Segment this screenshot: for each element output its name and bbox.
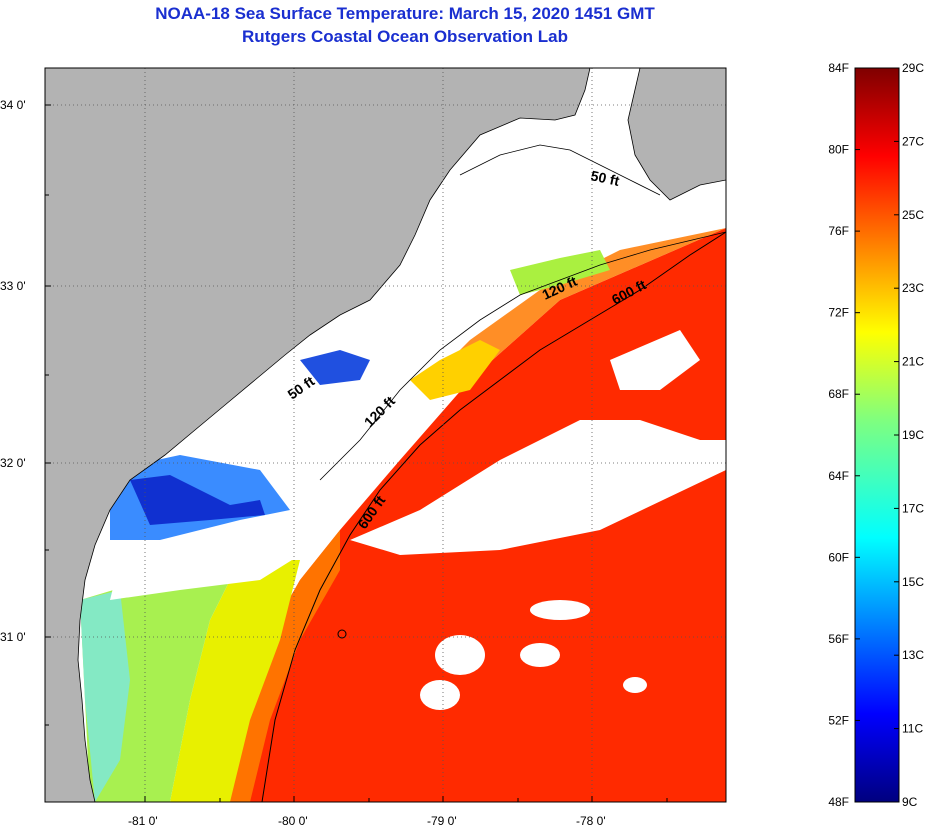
axis-ticks [45,104,668,802]
colorbar-f-label: 80F [828,143,849,157]
colorbar-f-label: 56F [828,632,849,646]
lat-tick-label: 32 0' [0,456,26,470]
map-title: NOAA-18 Sea Surface Temperature: March 1… [155,4,655,23]
sst-cold-patch-2 [300,350,370,385]
colorbar-fahrenheit-labels: 84F 80F 76F 72F 68F 64F 60F 56F 52F 48F [828,61,849,809]
cloud-gap [350,420,726,555]
colorbar-f-label: 68F [828,387,849,401]
colorbar-c-label: 19C [902,428,924,442]
lat-tick-label: 31 0' [0,630,26,644]
lon-tick-label: -78 0' [576,814,606,828]
map-field: 50 ft 120 ft 600 ft 50 ft 120 ft 600 ft [45,68,726,802]
land-mass [627,68,726,201]
cloud-gap [520,643,560,667]
sst-cold-core [130,475,265,525]
map-subtitle: Rutgers Coastal Ocean Observation Lab [242,27,568,46]
sst-orange-band [430,228,726,380]
graticule [45,68,726,802]
colorbar-f-label: 84F [828,61,849,75]
colorbar [854,67,900,803]
isobath-120ft [319,231,726,481]
sst-yellow-shelf [170,560,300,802]
colorbar-f-label: 64F [828,469,849,483]
map-frame [44,67,727,803]
isobath-50ft [459,144,661,196]
sst-green-patch [510,250,610,295]
contour-label: 50 ft [589,167,621,189]
lat-tick-label: 33 0' [0,279,26,293]
colorbar-c-label: 15C [902,575,924,589]
sst-yellow-patch [410,340,500,400]
colorbar-c-label: 13C [902,648,924,662]
lon-tick-label: -79 0' [427,814,457,828]
colorbar-c-label: 17C [902,501,924,515]
cloud-gap [530,600,590,620]
colorbar-ticks [855,67,899,803]
land-mass [45,68,591,802]
colorbar-f-label: 48F [828,795,849,809]
cloud-gap [110,545,300,600]
colorbar-c-label: 21C [902,355,924,369]
colorbar-c-label: 27C [902,134,924,148]
cloud-gap [420,680,460,710]
lat-tick-label: 34 0' [0,98,26,112]
colorbar-c-label: 23C [902,281,924,295]
colorbar-c-label: 11C [902,722,923,736]
colorbar-f-label: 52F [828,713,849,727]
isobath-600ft [261,231,726,802]
colorbar-c-label: 25C [902,208,924,222]
colorbar-celsius-labels: 29C 27C 25C 23C 21C 19C 17C 15C 13C 11C 9C [902,61,924,809]
lon-tick-label: -80 0' [278,814,308,828]
colorbar-f-label: 60F [828,550,849,564]
cloud-gap [435,635,485,675]
colorbar-f-label: 72F [828,306,849,320]
buoy-marker [337,629,347,639]
cloud-gap [610,330,700,390]
colorbar-c-label: 29C [902,61,924,75]
colorbar-c-label: 9C [902,795,918,809]
cloud-gap [623,677,647,693]
colorbar-f-label: 76F [828,224,849,238]
sst-cyan-nearshore [80,590,130,802]
lon-tick-label: -81 0' [128,814,158,828]
